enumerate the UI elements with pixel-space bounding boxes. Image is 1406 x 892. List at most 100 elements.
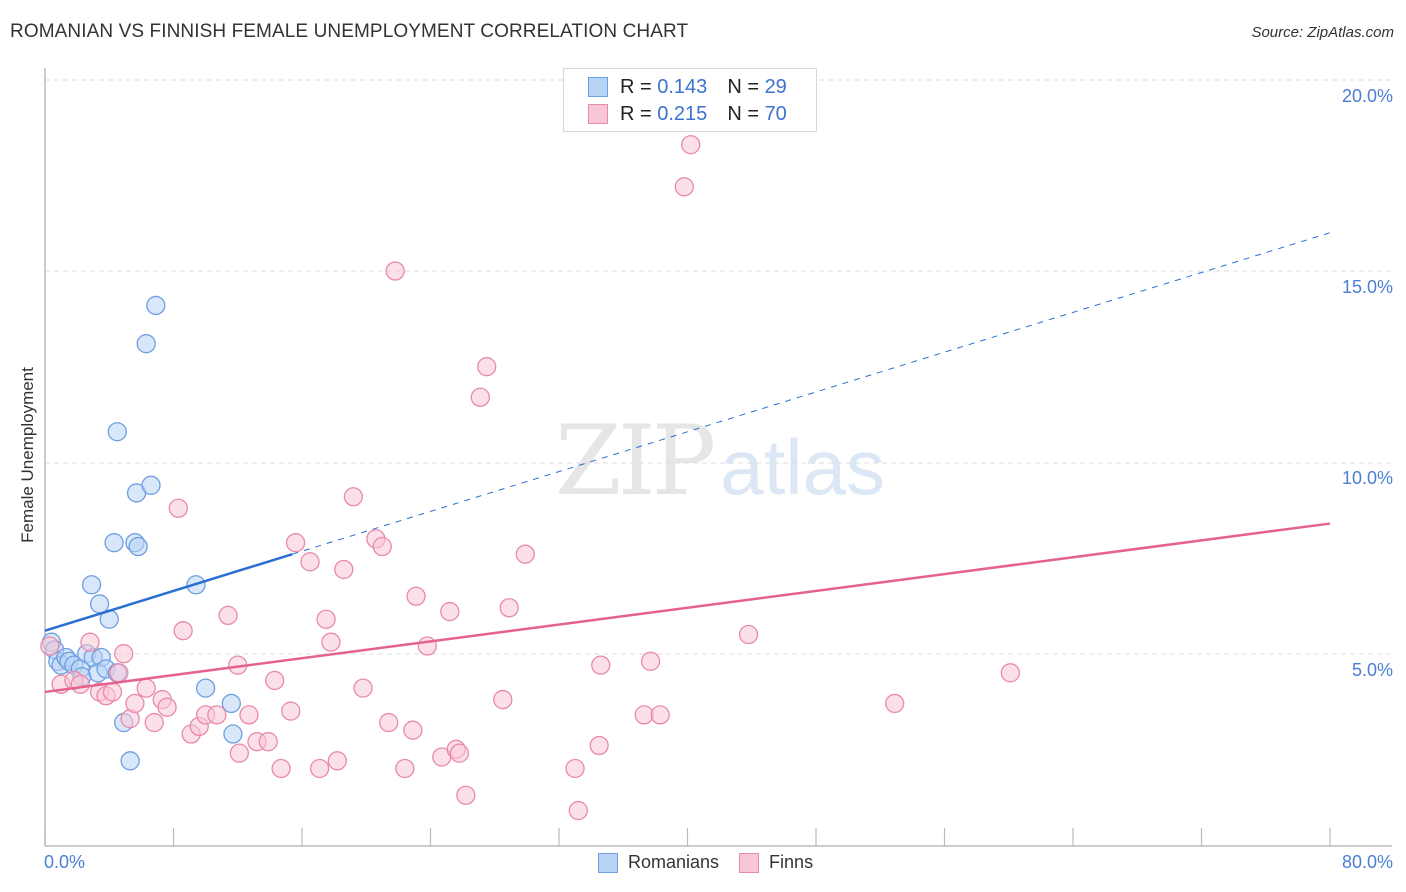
romanians-trend-line bbox=[44, 552, 293, 632]
y-tick-20: 20.0% bbox=[1341, 86, 1393, 106]
finns-point bbox=[515, 544, 535, 564]
finns-point bbox=[379, 712, 399, 733]
finns-point bbox=[493, 689, 513, 710]
finns-point bbox=[634, 705, 654, 725]
finns-point bbox=[168, 498, 188, 518]
finns-trend-line bbox=[44, 522, 1331, 694]
y-tick-5: 5.0% bbox=[1351, 660, 1393, 680]
finns-point bbox=[173, 621, 193, 641]
r-label: R = bbox=[620, 75, 652, 98]
romanians-trend-extrapolated bbox=[292, 232, 1331, 555]
finns-point bbox=[385, 261, 405, 281]
finns-swatch bbox=[588, 104, 608, 124]
finns-point bbox=[207, 705, 227, 725]
finns-point bbox=[327, 751, 347, 771]
finns-point bbox=[281, 701, 301, 721]
finns-point bbox=[334, 559, 354, 580]
finns-point bbox=[406, 586, 426, 606]
finns-point bbox=[477, 357, 497, 377]
y-axis-label: Female Unemployment bbox=[18, 367, 37, 543]
finns-point bbox=[229, 743, 250, 763]
y-tick-15: 15.0% bbox=[1341, 277, 1393, 297]
finns-points bbox=[40, 135, 1021, 821]
finns-swatch bbox=[739, 852, 760, 873]
finns-point bbox=[1000, 663, 1021, 683]
finns-point bbox=[403, 720, 423, 740]
series-legend: Romanians Finns bbox=[598, 852, 833, 873]
legend-item-finns[interactable]: Finns bbox=[739, 852, 813, 873]
romanians-point bbox=[141, 475, 161, 495]
finns-point bbox=[499, 598, 519, 618]
finns-point bbox=[300, 552, 320, 572]
finns-point bbox=[321, 632, 341, 652]
axes bbox=[44, 68, 1392, 847]
finns-point bbox=[265, 670, 285, 691]
finns-point bbox=[343, 487, 364, 507]
finns-point bbox=[114, 644, 134, 664]
trend-lines bbox=[44, 232, 1331, 694]
legend-label: Finns bbox=[769, 852, 814, 872]
finns-point bbox=[470, 387, 490, 407]
stats-row-romanians: R = 0.143 N = 29 bbox=[588, 75, 787, 99]
finns-point bbox=[417, 636, 437, 656]
n-value: 70 bbox=[764, 102, 787, 125]
finns-point bbox=[440, 601, 460, 622]
romanians-point bbox=[104, 533, 124, 553]
romanians-point bbox=[146, 295, 166, 316]
finns-point bbox=[144, 712, 164, 733]
finns-point bbox=[456, 785, 476, 805]
finns-point bbox=[125, 693, 145, 714]
finns-point bbox=[738, 624, 759, 645]
n-label: N = bbox=[727, 75, 759, 98]
finns-point bbox=[40, 636, 60, 656]
r-label: R = bbox=[620, 102, 652, 125]
finns-point bbox=[565, 758, 585, 779]
finns-point bbox=[310, 758, 330, 779]
finns-point bbox=[109, 663, 129, 683]
finns-point bbox=[650, 705, 670, 725]
finns-point bbox=[372, 536, 392, 557]
finns-point bbox=[353, 678, 373, 698]
finns-point bbox=[589, 735, 609, 756]
n-label: N = bbox=[727, 102, 759, 125]
finns-point bbox=[885, 693, 905, 714]
finns-point bbox=[70, 674, 90, 694]
finns-point bbox=[316, 609, 336, 629]
legend-item-romanians[interactable]: Romanians bbox=[598, 852, 719, 873]
finns-point bbox=[271, 758, 291, 779]
finns-point bbox=[239, 705, 259, 725]
r-value: 0.143 bbox=[657, 75, 708, 98]
finns-point bbox=[285, 533, 306, 553]
finns-point bbox=[681, 135, 701, 155]
x-tick-min: 0.0% bbox=[44, 852, 86, 872]
finns-point bbox=[395, 758, 415, 779]
x-axis-ticks bbox=[44, 828, 1331, 846]
finns-point bbox=[449, 743, 470, 763]
romanians-point bbox=[136, 334, 156, 354]
romanians-point bbox=[195, 678, 216, 698]
n-value: 29 bbox=[764, 75, 787, 98]
finns-point bbox=[568, 800, 588, 821]
source-label: Source: ZipAtlas.com bbox=[1251, 24, 1394, 41]
r-value: 0.215 bbox=[657, 102, 708, 125]
romanians-point bbox=[107, 422, 127, 442]
romanians-swatch bbox=[588, 77, 608, 97]
legend-label: Romanians bbox=[628, 852, 720, 872]
finns-point bbox=[157, 697, 177, 717]
romanians-swatch bbox=[598, 852, 618, 873]
romanians-point bbox=[128, 536, 148, 557]
finns-point bbox=[102, 682, 123, 702]
y-tick-10: 10.0% bbox=[1341, 468, 1393, 488]
romanians-point bbox=[120, 751, 140, 771]
x-tick-max: 80.0% bbox=[1341, 852, 1393, 872]
finns-point bbox=[80, 632, 100, 652]
finns-point bbox=[591, 655, 611, 675]
romanians-point bbox=[81, 575, 102, 595]
finns-point bbox=[218, 605, 238, 626]
finns-point bbox=[258, 732, 278, 752]
finns-point bbox=[640, 651, 661, 671]
finns-point bbox=[674, 177, 694, 197]
stats-legend: R = 0.143 N = 29 R = 0.215 N = 70 bbox=[563, 68, 817, 132]
finns-point bbox=[136, 678, 156, 698]
